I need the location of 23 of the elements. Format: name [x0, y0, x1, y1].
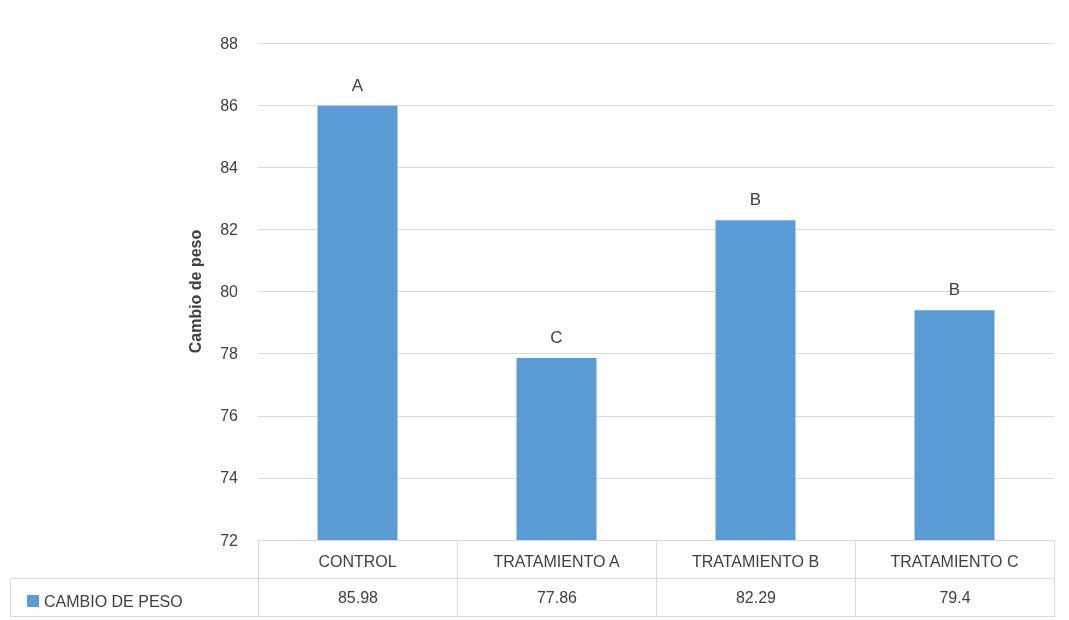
- y-tick-label: 78: [220, 345, 239, 363]
- y-axis-title: Cambio de peso: [186, 229, 204, 354]
- y-tick-label: 80: [220, 283, 239, 300]
- data-label: 85.98: [258, 578, 458, 617]
- annotation: C: [550, 327, 563, 347]
- data-label: 79.4: [855, 578, 1055, 617]
- x-tick-label: CONTROL: [318, 552, 397, 570]
- y-tick-label: 82: [220, 220, 239, 238]
- y-tick-label: 74: [220, 469, 239, 487]
- annotation: B: [948, 280, 961, 300]
- annotation: A: [351, 75, 364, 95]
- legend-label: CAMBIO DE PESO: [44, 592, 183, 610]
- y-tick-label: 72: [220, 531, 239, 549]
- y-tick-label: 84: [220, 158, 239, 176]
- x-tick-label: TRATAMIENTO B: [691, 552, 820, 570]
- x-tick-label: TRATAMIENTO A: [493, 552, 620, 570]
- data-label: 82.29: [656, 578, 856, 617]
- y-tick-label: 76: [220, 407, 239, 425]
- annotation: B: [749, 190, 762, 210]
- data-label: 77.86: [457, 578, 657, 617]
- y-tick-label: 88: [220, 34, 239, 52]
- x-tick-label: TRATAMIENTO C: [890, 552, 1019, 570]
- y-tick-label: 86: [220, 96, 239, 114]
